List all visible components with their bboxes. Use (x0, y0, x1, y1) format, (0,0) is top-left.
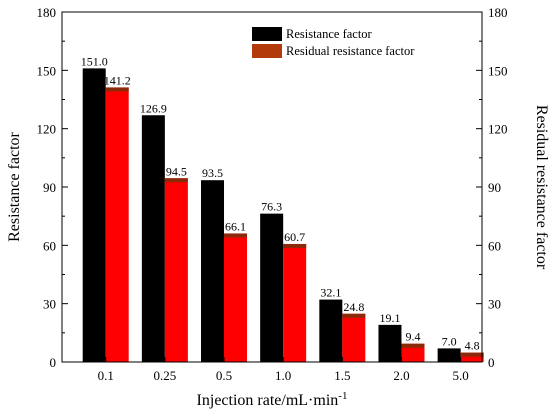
data-label-residual-0: 141.2 (104, 73, 131, 87)
bar-resistance-1 (141, 115, 165, 362)
bar-residual-2 (224, 233, 248, 362)
y-tick-label-right-4: 120 (488, 122, 508, 137)
bar-resistance-2 (201, 180, 225, 362)
data-label-resistance-5: 19.1 (379, 311, 400, 325)
x-tick-label-5: 2.0 (393, 368, 409, 383)
legend-label-resistance-factor: Resistance factor (286, 27, 373, 41)
legend-swatch-resistance-factor (252, 27, 282, 41)
y-tick-label-right-5: 150 (488, 63, 508, 78)
bar-resistance-4 (319, 299, 343, 362)
bars-layer (82, 68, 484, 362)
bar-residual-4 (342, 313, 366, 362)
y-axis-title-left: Resistance factor (6, 131, 23, 241)
data-label-residual-5: 9.4 (405, 330, 420, 344)
legend-swatch-residual-resistance-factor (252, 44, 282, 58)
y-tick-label-right-3: 90 (488, 180, 501, 195)
x-axis-title-main: Injection rate/mL·min (197, 392, 339, 409)
bar-cap-residual-2 (224, 233, 248, 238)
data-label-residual-3: 60.7 (284, 230, 305, 244)
x-tick-label-0: 0.1 (98, 368, 114, 383)
y-axis-title-right: Residual resistance factor (533, 105, 550, 270)
y-tick-label-right-2: 60 (488, 238, 501, 253)
y-tick-label-left-5: 150 (37, 63, 57, 78)
bar-resistance-5 (378, 324, 402, 362)
x-tick-label-1: 0.25 (153, 368, 176, 383)
data-label-residual-1: 94.5 (166, 164, 187, 178)
y-tick-label-left-2: 60 (43, 238, 56, 253)
x-tick-label-3: 1.0 (275, 368, 291, 383)
y-tick-label-left-4: 120 (37, 122, 57, 137)
data-label-resistance-1: 126.9 (140, 101, 167, 115)
x-axis-title-superscript: -1 (338, 390, 347, 402)
data-label-resistance-0: 151.0 (81, 54, 108, 68)
data-label-resistance-6: 7.0 (442, 334, 457, 348)
x-tick-label-2: 0.5 (216, 368, 232, 383)
x-tick-label-6: 5.0 (453, 368, 469, 383)
bar-resistance-6 (437, 348, 461, 362)
data-label-residual-6: 4.8 (465, 339, 480, 353)
bar-cap-residual-4 (342, 313, 366, 318)
y-tick-label-right-1: 30 (488, 297, 501, 312)
bar-residual-1 (164, 178, 188, 362)
legend-label-residual-resistance-factor: Residual resistance factor (286, 44, 415, 58)
y-tick-label-right-6: 180 (488, 5, 508, 20)
data-label-resistance-2: 93.5 (202, 166, 223, 180)
data-labels-layer: 151.0 141.2 126.9 94.5 93.5 66.1 76.3 60.7 32.12… (81, 54, 480, 352)
x-axis-title: Injection rate/mL·min-1 (197, 390, 348, 409)
bar-residual-0 (105, 87, 129, 362)
bar-resistance-0 (82, 68, 106, 362)
y-tick-label-left-6: 180 (37, 5, 57, 20)
ticks-layer: 0.1 0.25 0.5 1.0 1.5 2.0 5.0 0 0 30 30 60 60 90 90 120 1… (37, 5, 508, 383)
bar-cap-residual-1 (164, 178, 188, 183)
data-label-resistance-3: 76.3 (261, 200, 282, 214)
y-tick-label-right-0: 0 (488, 355, 495, 370)
y-tick-label-left-1: 30 (43, 297, 56, 312)
bar-cap-residual-3 (283, 243, 307, 248)
x-tick-label-4: 1.5 (334, 368, 350, 383)
data-label-resistance-4: 32.1 (320, 286, 341, 300)
y-tick-label-left-0: 0 (50, 355, 57, 370)
data-label-residual-2: 66.1 (225, 219, 246, 233)
bar-cap-residual-0 (105, 87, 129, 92)
bar-cap-residual-5 (401, 343, 425, 348)
data-label-residual-4: 24.8 (343, 300, 364, 314)
legend: Resistance factor Residual resistance fa… (252, 27, 415, 58)
y-tick-label-left-3: 90 (43, 180, 56, 195)
bar-cap-residual-6 (460, 352, 484, 357)
bar-residual-3 (283, 243, 307, 362)
bar-residual-5 (401, 343, 425, 362)
bar-residual-6 (460, 352, 484, 362)
bar-resistance-3 (260, 213, 284, 362)
